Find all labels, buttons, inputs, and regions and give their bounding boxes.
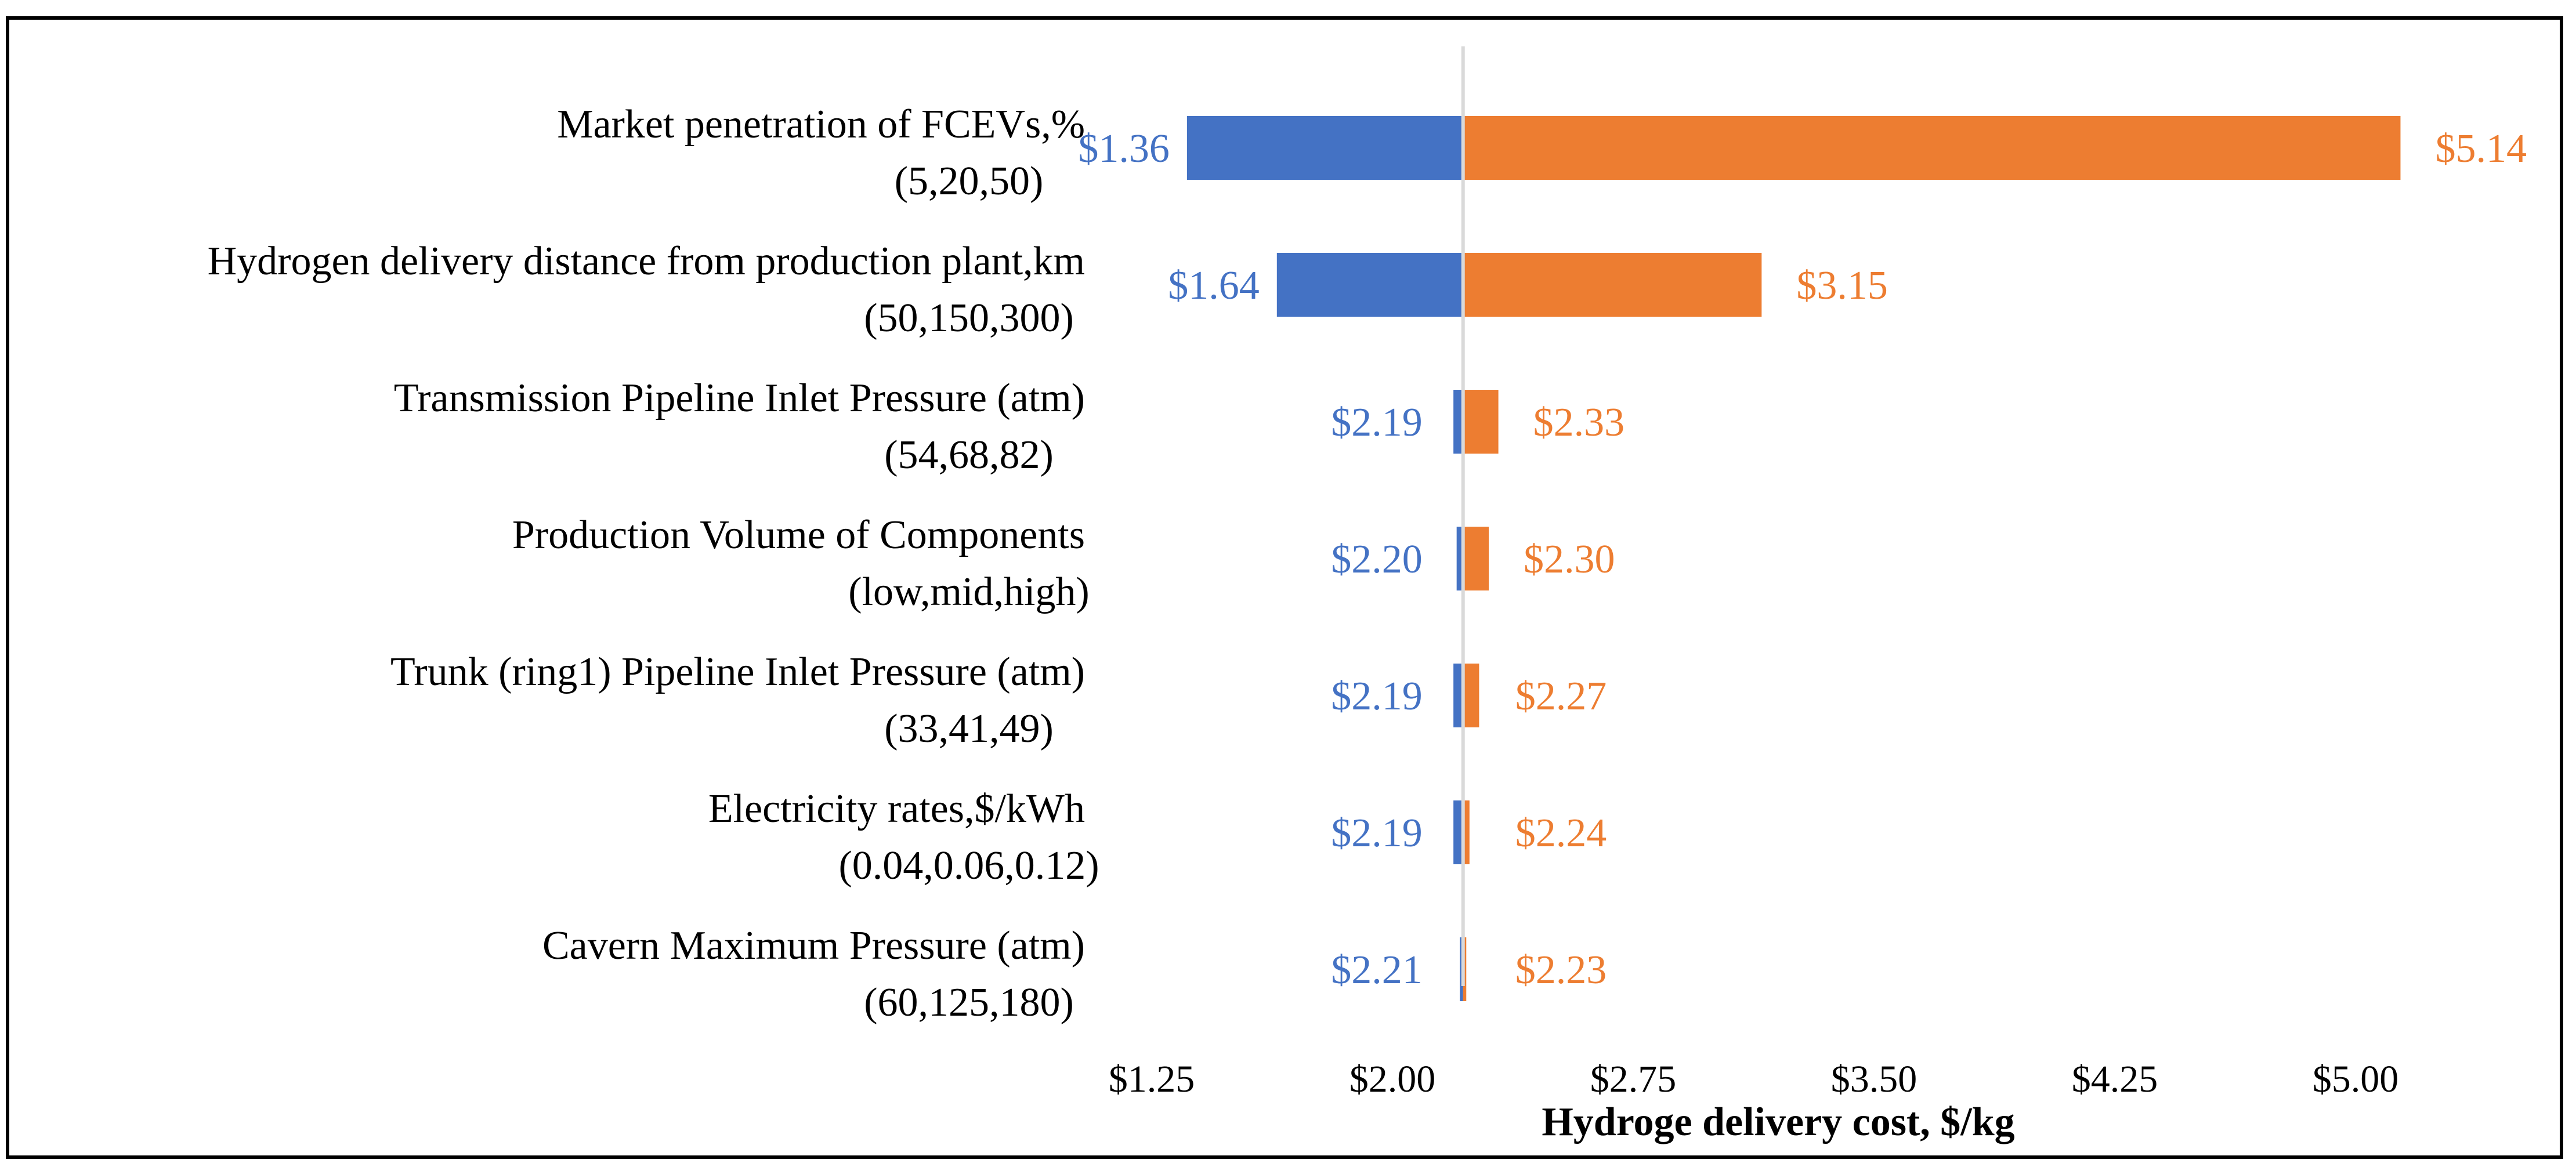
category-label: Electricity rates,$/kWh — [708, 787, 1085, 831]
low-value-label: $2.19 — [1331, 674, 1423, 719]
labels-layer: Market penetration of FCEVs,% (5,20,50) $1… — [208, 102, 2527, 1025]
high-bar — [1463, 527, 1489, 590]
high-value-label: $3.15 — [1796, 263, 1888, 308]
x-tick-label: $3.50 — [1831, 1058, 1917, 1100]
category-range-label: (5,20,50) — [895, 159, 1044, 204]
low-bar — [1276, 253, 1463, 317]
bars-layer — [1186, 116, 2401, 1001]
high-bar — [1463, 253, 1762, 317]
category-range-label: (33,41,49) — [884, 706, 1054, 751]
category-label: Production Volume of Components — [512, 513, 1085, 557]
x-axis-ticks: $1.25 $2.00 $2.75 $3.50 $4.25 $5.00 — [1109, 1058, 2399, 1100]
low-value-label: $2.21 — [1331, 948, 1423, 992]
x-axis-title: Hydroge delivery cost, $/kg — [1542, 1100, 2014, 1144]
high-value-label: $2.33 — [1533, 400, 1625, 445]
low-value-label: $1.36 — [1078, 126, 1170, 171]
category-range-label: (low,mid,high) — [848, 570, 1089, 614]
high-value-label: $2.24 — [1515, 811, 1607, 856]
high-bar — [1463, 390, 1499, 454]
high-bar — [1463, 664, 1479, 727]
low-bar — [1453, 664, 1463, 727]
low-value-label: $2.19 — [1331, 811, 1423, 856]
category-label: Cavern Maximum Pressure (atm) — [542, 923, 1085, 968]
high-value-label: $5.14 — [2435, 126, 2527, 171]
category-range-label: (50,150,300) — [864, 296, 1074, 340]
low-value-label: $2.20 — [1331, 537, 1423, 582]
category-label: Market penetration of FCEVs,% — [557, 102, 1085, 147]
low-bar — [1456, 527, 1463, 590]
category-label: Hydrogen delivery distance from producti… — [208, 239, 1085, 284]
low-bar — [1453, 800, 1463, 864]
category-label: Transmission Pipeline Inlet Pressure (at… — [394, 376, 1085, 421]
high-bar — [1463, 116, 2401, 180]
x-tick-label: $5.00 — [2313, 1058, 2399, 1100]
category-range-label: (0.04,0.06,0.12) — [838, 843, 1099, 888]
low-value-label: $2.19 — [1331, 400, 1423, 445]
high-value-label: $2.23 — [1515, 948, 1607, 992]
low-value-label: $1.64 — [1168, 263, 1260, 308]
x-tick-label: $1.25 — [1109, 1058, 1195, 1100]
x-tick-label: $2.00 — [1349, 1058, 1436, 1100]
chart-frame — [6, 16, 2563, 1159]
x-tick-label: $2.75 — [1590, 1058, 1677, 1100]
low-bar — [1186, 116, 1463, 180]
high-value-label: $2.30 — [1524, 537, 1615, 582]
high-value-label: $2.27 — [1515, 674, 1607, 719]
category-range-label: (54,68,82) — [884, 433, 1054, 477]
low-bar — [1453, 390, 1463, 454]
x-tick-label: $4.25 — [2072, 1058, 2158, 1100]
high-bar — [1463, 800, 1470, 864]
category-range-label: (60,125,180) — [864, 980, 1074, 1025]
category-label: Trunk (ring1) Pipeline Inlet Pressure (a… — [390, 650, 1085, 694]
